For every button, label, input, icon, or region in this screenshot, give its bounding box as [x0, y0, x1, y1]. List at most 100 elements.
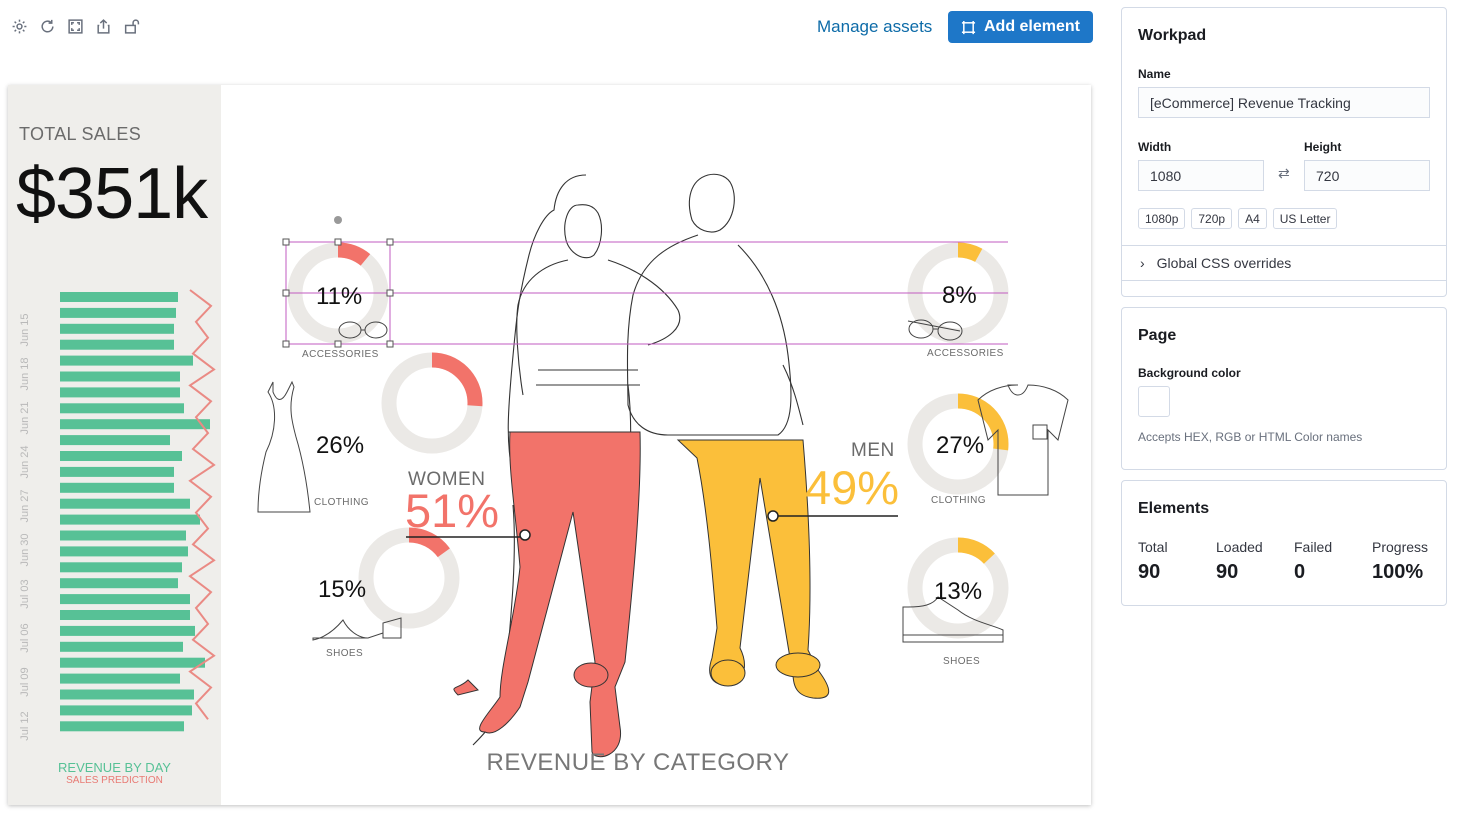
glasses-men-icon: [907, 319, 963, 341]
donut-arc: [907, 393, 1009, 495]
sandal-icon: [312, 617, 402, 641]
height-field[interactable]: 720: [1304, 160, 1430, 191]
donut-arc: [287, 242, 389, 344]
date-tick-label: Jul 06: [19, 623, 31, 652]
height-label: Height: [1304, 140, 1342, 154]
revenue-bar: [60, 578, 178, 589]
revenue-bar: [60, 323, 174, 334]
refresh-icon[interactable]: [38, 17, 57, 36]
date-tick-label: Jul 09: [19, 667, 31, 696]
elements-panel: Elements Total 90 Loaded 90 Failed 0 Pro…: [1121, 480, 1447, 606]
dress-icon: [257, 380, 311, 513]
manage-assets-link[interactable]: Manage assets: [817, 17, 933, 36]
date-tick-label: Jun 24: [19, 445, 31, 478]
men-accessories-value: 8%: [942, 282, 977, 309]
revenue-bar: [60, 355, 193, 366]
workpad-canvas[interactable]: TOTAL SALES $351k Jun 15 Jun 18 Jun 21 Jun …: [8, 85, 1091, 805]
stat-loaded-value: 90: [1216, 561, 1239, 583]
stat-total: Total 90: [1138, 539, 1168, 584]
revenue-bar: [60, 625, 195, 636]
donut-arc: [907, 242, 1009, 344]
revenue-bar: [60, 641, 183, 652]
name-field[interactable]: [eCommerce] Revenue Tracking: [1138, 87, 1430, 118]
women-clothing-value: 26%: [316, 432, 365, 459]
men-accessories-label: ACCESSORIES: [927, 348, 1004, 359]
page-panel: Page Background color Accepts HEX, RGB o…: [1121, 307, 1447, 470]
men-figure: [626, 173, 804, 436]
revenue-by-category-title: REVENUE BY CATEGORY: [486, 749, 790, 776]
men-shoes-graphic: [710, 652, 821, 687]
width-label: Width: [1138, 140, 1172, 154]
revenue-bar: [60, 466, 174, 477]
revenue-bar: [60, 403, 184, 414]
revenue-bar: [60, 339, 174, 350]
revenue-by-day-chart[interactable]: Jun 15 Jun 18 Jun 21 Jun 24 Jun 27 Jun 30 Jul …: [8, 280, 221, 750]
revenue-by-category-graphic[interactable]: [8, 85, 1091, 805]
css-overrides-toggle[interactable]: › Global CSS overrides: [1122, 245, 1446, 281]
women-clothing-label: CLOTHING: [314, 497, 369, 508]
revenue-bar: [60, 307, 176, 318]
revenue-by-day-title: REVENUE BY DAY: [58, 760, 171, 775]
date-tick-label: Jun 15: [19, 313, 31, 346]
revenue-bar: [60, 594, 190, 605]
revenue-bar: [60, 610, 190, 620]
stat-progress-value: 100%: [1372, 561, 1424, 583]
revenue-bar: [60, 673, 180, 684]
add-element-button[interactable]: Add element: [948, 11, 1093, 43]
donut-arc: [907, 537, 1009, 639]
callout-lines: [406, 510, 898, 541]
date-axis: Jun 15 Jun 18 Jun 21 Jun 24 Jun 27 Jun 30 Jul …: [19, 313, 31, 740]
page-title: Page: [1138, 327, 1177, 344]
revenue-bar: [60, 387, 180, 398]
stat-progress: Progress 100%: [1372, 539, 1428, 584]
preset-us-letter[interactable]: US Letter: [1272, 208, 1338, 229]
women-accessories-label: ACCESSORIES: [302, 349, 379, 360]
unlock-icon[interactable]: [122, 17, 141, 36]
preset-a4[interactable]: A4: [1238, 208, 1267, 229]
bg-color-swatch[interactable]: [1138, 386, 1170, 417]
swap-dimensions-icon[interactable]: ⇄: [1278, 165, 1290, 181]
revenue-bar: [60, 419, 210, 430]
revenue-bar: [60, 292, 178, 302]
width-field[interactable]: 1080: [1138, 160, 1264, 191]
women-pants: [479, 431, 641, 758]
size-presets: 1080p 720p A4 US Letter: [1138, 208, 1338, 229]
stat-total-label: Total: [1138, 539, 1168, 555]
gear-icon[interactable]: [10, 17, 29, 36]
revenue-bar: [60, 451, 182, 461]
donut-arc: [358, 527, 460, 629]
share-icon[interactable]: [94, 17, 113, 36]
workpad-toolbar: [10, 17, 141, 36]
stat-failed: Failed 0: [1294, 539, 1332, 584]
date-tick-label: Jul 12: [19, 711, 31, 740]
men-clothing-label: CLOTHING: [931, 495, 986, 506]
revenue-bar: [60, 435, 170, 446]
preset-1080p[interactable]: 1080p: [1138, 208, 1186, 229]
stat-failed-value: 0: [1294, 561, 1306, 583]
revenue-bars: [60, 292, 210, 732]
elements-title: Elements: [1138, 500, 1210, 517]
stat-loaded-label: Loaded: [1216, 539, 1263, 555]
stat-failed-label: Failed: [1294, 539, 1333, 555]
bg-color-help: Accepts HEX, RGB or HTML Color names: [1138, 430, 1363, 444]
date-tick-label: Jul 03: [19, 579, 31, 608]
sales-prediction-line: [188, 289, 216, 720]
revenue-bar: [60, 530, 186, 541]
chevron-right-icon: ›: [1140, 255, 1145, 271]
revenue-bar: [60, 482, 174, 493]
preset-720p[interactable]: 720p: [1191, 208, 1233, 229]
fullscreen-icon[interactable]: [66, 17, 85, 36]
total-sales-label: TOTAL SALES: [19, 124, 142, 144]
date-tick-label: Jun 27: [19, 489, 31, 522]
men-label: MEN: [851, 440, 895, 461]
sneaker-icon: [902, 596, 1004, 643]
revenue-bar: [60, 371, 180, 382]
men-value: 49%: [805, 461, 900, 514]
revenue-bar: [60, 657, 205, 668]
donut-arc: [381, 352, 483, 454]
revenue-bar: [60, 546, 188, 557]
shirt-icon: [977, 384, 1069, 496]
men-shoes-value: 13%: [934, 578, 983, 605]
women-shoes-graphic: [453, 662, 609, 696]
revenue-bar: [60, 498, 190, 509]
